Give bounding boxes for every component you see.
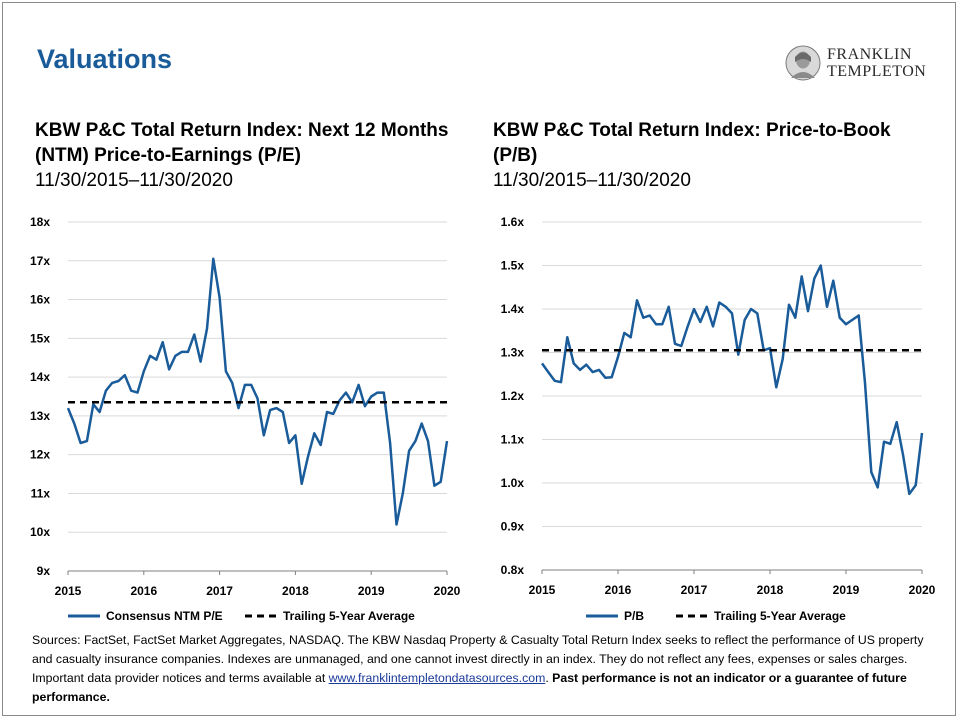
chart-subtitle-pb: 11/30/2015–11/30/2020 [493,170,691,191]
pe-y-tick-label: 15x [30,331,50,345]
logo-line-2: TEMPLETON [827,63,927,80]
pb-y-tick-label: 0.8x [501,563,525,577]
pe-legend-label: Consensus NTM P/E [106,609,223,623]
pb-x-tick-label: 2018 [757,583,784,597]
data-sources-link[interactable]: www.franklintempletondatasources.com [328,671,546,685]
logo-wordmark: FRANKLIN TEMPLETON [827,47,926,80]
pb-y-tick-label: 1.3x [501,346,525,360]
pb-y-tick-label: 1.6x [501,215,525,229]
pb-y-tick-label: 1.1x [501,433,525,447]
pe-y-tick-label: 10x [30,525,50,539]
chart-title-pb: KBW P&C Total Return Index: Price-to-Boo… [493,118,923,193]
sources-footnote: Sources: FactSet, FactSet Market Aggrega… [32,631,932,707]
pe-x-tick-label: 2015 [55,584,82,598]
pb-y-tick-label: 1.5x [501,259,525,273]
pe-y-tick-label: 11x [31,486,51,500]
page-title: Valuations [37,44,173,74]
chart-title-pb-main: KBW P&C Total Return Index: Price-to-Boo… [493,120,891,166]
pe-x-tick-label: 2020 [434,584,461,598]
pe-series-line [66,257,449,526]
pb-x-tick-label: 2017 [681,583,708,597]
pb-y-tick-label: 1.2x [501,389,525,403]
pe-x-tick-label: 2016 [130,584,157,598]
footnote-after-link: . [545,671,553,685]
pe-line-chart: 9x 10x 11x 12x 13x 14x 15x 16x 17x 18x 2015 2016 201… [0,205,461,635]
pe-y-tick-label: 14x [30,370,50,384]
chart-subtitle-pe: 11/30/2015–11/30/2020 [35,170,233,191]
pe-y-tick-label: 9x [37,564,51,578]
pe-y-tick-label: 17x [30,254,50,268]
pb-y-tick-label: 1.4x [501,302,525,316]
pb-x-tick-label: 2020 [909,583,936,597]
pb-series-line [540,264,924,496]
pe-legend-label: Trailing 5-Year Average [283,609,415,623]
pb-chart-svg: 0.8x 0.9x 1.0x 1.1x 1.2x 1.3x 1.4x 1.5x 1.6x 2015… [501,215,936,623]
pb-legend-label: P/B [624,609,644,623]
chart-title-pe: KBW P&C Total Return Index: Next 12 Mont… [35,118,455,193]
pe-y-tick-label: 16x [30,293,50,307]
franklin-portrait-icon [785,45,821,81]
footnote-text: Sources: FactSet, FactSet Market Aggrega… [32,633,924,685]
pb-x-tick-label: 2015 [529,583,556,597]
pe-x-tick-label: 2018 [282,584,309,598]
pe-x-tick-label: 2019 [358,584,385,598]
pe-chart-svg: 9x 10x 11x 12x 13x 14x 15x 16x 17x 18x 2015 2016 201… [30,215,461,623]
pe-y-tick-label: 12x [30,448,50,462]
pb-legend-label: Trailing 5-Year Average [714,609,846,623]
franklin-templeton-logo: FRANKLIN TEMPLETON [783,44,938,84]
pb-y-tick-label: 0.9x [501,520,525,534]
pb-x-tick-label: 2019 [833,583,860,597]
past-performance-disclaimer: Past performance is not an indicator or … [32,671,907,704]
logo-line-1: FRANKLIN [827,46,912,63]
pb-y-tick-label: 1.0x [501,476,525,490]
pb-line-chart: 0.8x 0.9x 1.0x 1.1x 1.2x 1.3x 1.4x 1.5x 1.6x 2015… [480,205,940,635]
chart-title-pe-main: KBW P&C Total Return Index: Next 12 Mont… [35,120,449,166]
pe-y-tick-label: 18x [30,215,50,229]
pb-x-tick-label: 2016 [605,583,632,597]
pe-y-tick-label: 13x [30,409,50,423]
pe-x-tick-label: 2017 [206,584,233,598]
